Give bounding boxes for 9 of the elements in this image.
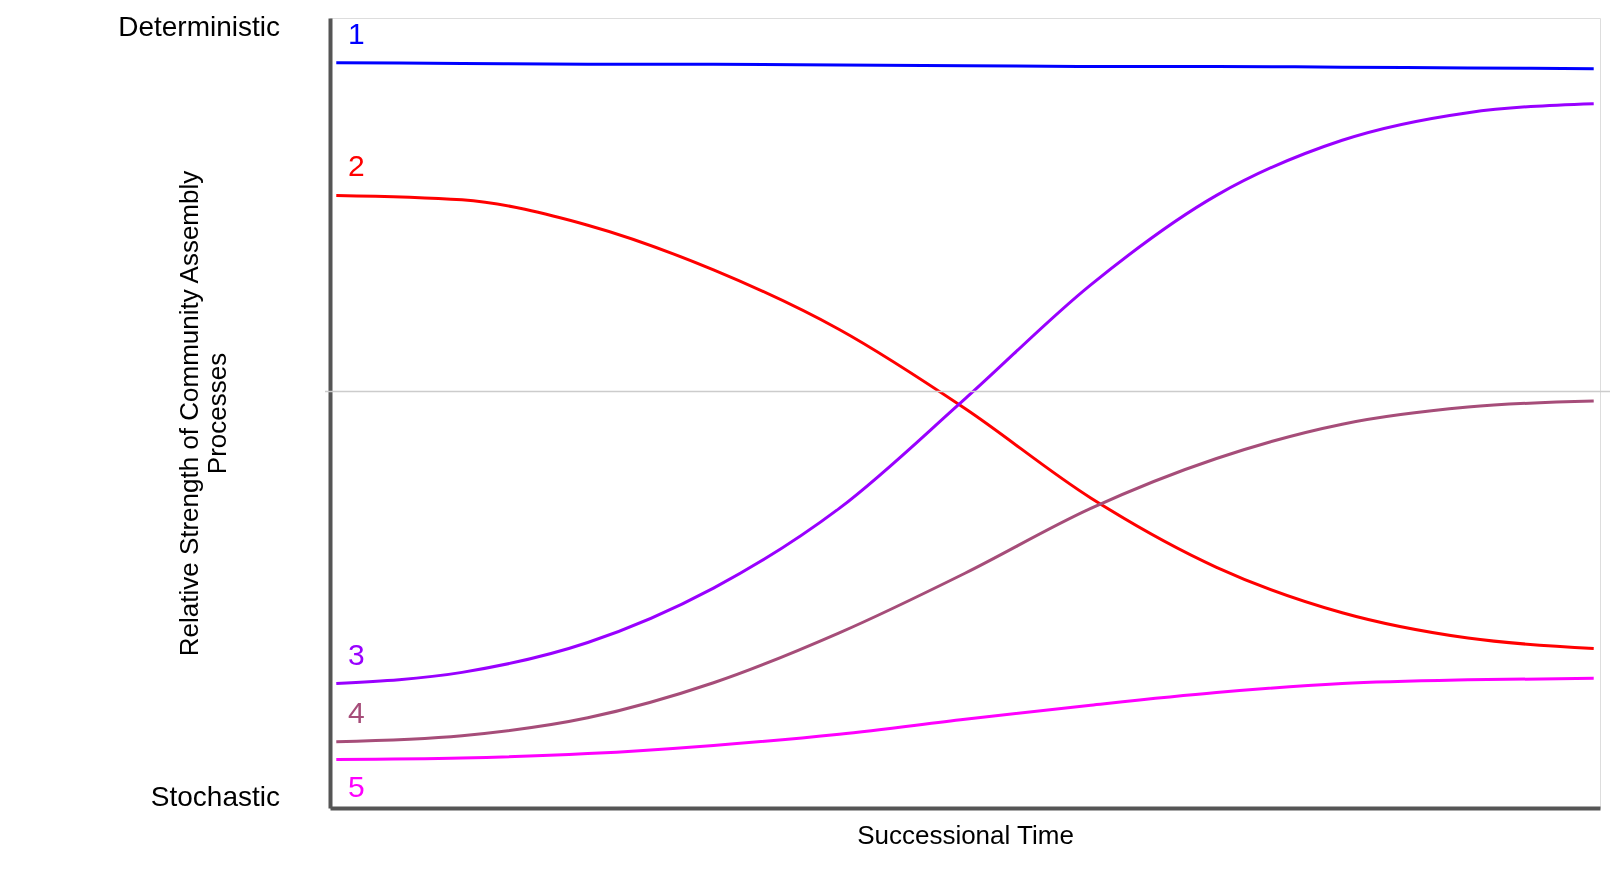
series-label: 3 [347, 637, 365, 671]
series-label: 1 [347, 16, 365, 50]
text: Deterministic [118, 11, 280, 42]
text: Stochastic [150, 781, 280, 812]
series-label: 5 [347, 769, 365, 803]
series-label: 2 [347, 149, 365, 183]
x-axis-title: Successional Time [857, 819, 1074, 850]
series-label: 4 [347, 695, 365, 729]
y-axis-title: Relative Strength of Community Assembly Processes [173, 170, 232, 657]
